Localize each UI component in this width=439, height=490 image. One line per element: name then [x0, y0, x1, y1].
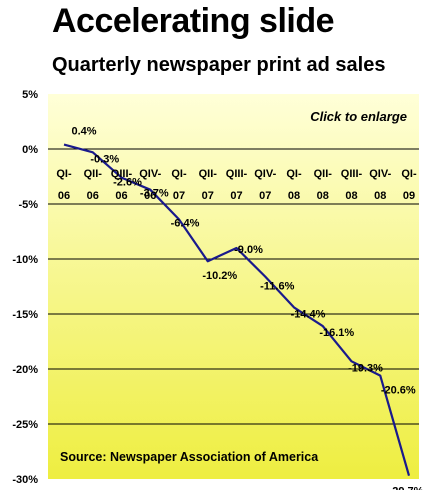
- y-tick-label: 5%: [22, 89, 38, 101]
- series-line: [63, 143, 411, 477]
- data-label: -19.3%: [348, 362, 383, 374]
- x-tick-label: QI-: [171, 168, 187, 180]
- x-tick-label-year: 06: [144, 190, 156, 202]
- x-tick-label: QII-: [84, 168, 103, 180]
- y-tick-label: -25%: [12, 419, 38, 431]
- data-label: -2.6%: [113, 177, 142, 189]
- enlarge-link[interactable]: Click to enlarge: [310, 109, 407, 124]
- data-label: -10.2%: [202, 270, 237, 282]
- x-tick-label: QIV-: [369, 168, 391, 180]
- data-label: -9.0%: [234, 244, 263, 256]
- x-tick-label-year: 07: [202, 190, 214, 202]
- x-tick-label-year: 06: [115, 190, 127, 202]
- data-label: -11.6%: [260, 281, 294, 293]
- x-tick-label: QI-: [401, 168, 417, 180]
- x-tick-label: QI-: [286, 168, 302, 180]
- data-label: -20.6%: [381, 385, 416, 397]
- x-tick-label: QIII-: [111, 168, 133, 180]
- data-label: -14.4%: [291, 308, 326, 320]
- x-tick-label-year: 07: [230, 190, 242, 202]
- x-tick-label: QII-: [199, 168, 218, 180]
- data-label: -0.3%: [90, 153, 119, 165]
- x-tick-label-year: 06: [87, 190, 99, 202]
- y-tick-label: -15%: [12, 309, 38, 321]
- x-tick-label: QII-: [314, 168, 333, 180]
- data-label: -3.7%: [140, 188, 169, 200]
- y-tick-label: -5%: [18, 199, 38, 211]
- x-tick-label-year: 08: [374, 190, 386, 202]
- x-tick-label-year: 06: [58, 190, 70, 202]
- x-tick-label: QI-: [56, 168, 72, 180]
- x-tick-label: QIII-: [226, 168, 248, 180]
- x-tick-label-year: 08: [317, 190, 329, 202]
- x-tick-label: QIV-: [254, 168, 276, 180]
- y-tick-label: -20%: [12, 364, 38, 376]
- y-tick-label: -30%: [12, 474, 38, 486]
- data-label: -29.7%: [389, 486, 424, 490]
- x-tick-label-year: 08: [288, 190, 300, 202]
- x-tick-label-year: 07: [173, 190, 185, 202]
- chart-subtitle: Quarterly newspaper print ad sales: [52, 54, 386, 76]
- source-note: Source: Newspaper Association of America: [60, 450, 319, 464]
- data-label: -16.1%: [319, 327, 354, 339]
- y-tick-label: -10%: [12, 254, 38, 266]
- y-tick-label: 0%: [22, 144, 38, 156]
- x-tick-label-year: 09: [403, 190, 415, 202]
- x-tick-label: QIV-: [139, 168, 161, 180]
- chart-title: Accelerating slide: [52, 2, 335, 40]
- x-tick-label-year: 07: [259, 190, 271, 202]
- data-label: -6.4%: [171, 217, 200, 229]
- plot-area: [48, 94, 419, 479]
- x-tick-label: QIII-: [341, 168, 363, 180]
- x-tick-label-year: 08: [345, 190, 357, 202]
- data-label: 0.4%: [71, 126, 96, 138]
